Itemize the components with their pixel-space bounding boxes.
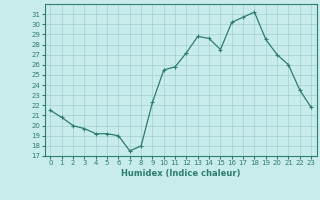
- X-axis label: Humidex (Indice chaleur): Humidex (Indice chaleur): [121, 169, 241, 178]
